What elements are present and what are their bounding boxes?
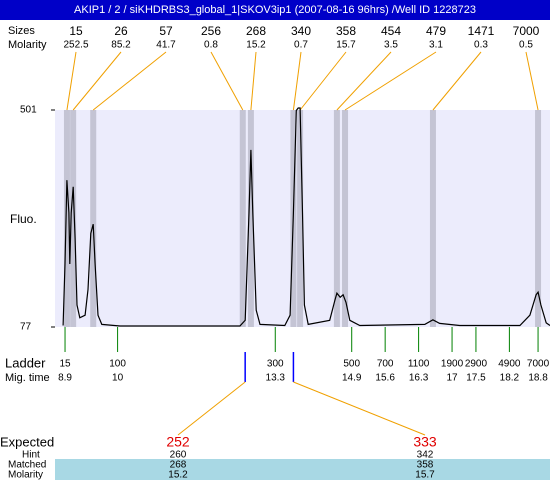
peak-leader	[299, 51, 347, 111]
peak-leader	[66, 51, 77, 111]
peak-leader	[292, 51, 302, 111]
peak-molarity: 3.5	[384, 40, 398, 51]
ladder-time: 18.2	[500, 373, 520, 384]
peak-size: 57	[159, 24, 173, 38]
molarity-row	[55, 470, 550, 480]
molarity-value: 15.7	[415, 470, 435, 480]
trace-line	[62, 107, 550, 327]
peak-leader	[210, 51, 244, 111]
mig-time-label: Mig. time	[5, 372, 50, 384]
peak-band	[342, 110, 349, 327]
hint-value: 260	[170, 450, 187, 461]
peak-size: 268	[246, 24, 266, 38]
ladder-label: Ladder	[5, 355, 46, 370]
peak-leader	[336, 51, 392, 111]
peak-molarity: 41.7	[156, 40, 176, 51]
ladder-time: 15.6	[375, 373, 395, 384]
hint-label: Hint	[22, 450, 40, 461]
peak-size: 454	[381, 24, 401, 38]
expected-leader	[177, 381, 246, 436]
ladder-time: 17	[446, 373, 458, 384]
hint-value: 342	[417, 450, 434, 461]
ladder-time: 13.3	[266, 373, 286, 384]
peak-band	[429, 110, 436, 327]
ladder-time: 18.8	[528, 373, 548, 384]
peak-molarity: 252.5	[63, 40, 88, 51]
peak-molarity: 15.2	[246, 40, 266, 51]
y-axis-label: Fluo.	[10, 212, 37, 226]
ladder-time: 14.9	[342, 373, 362, 384]
peak-size: 479	[426, 24, 446, 38]
ladder-size: 2900	[465, 359, 488, 370]
peak-molarity: 15.7	[336, 40, 356, 51]
peak-molarity: 0.3	[474, 40, 488, 51]
peak-size: 1471	[468, 24, 495, 38]
peak-band	[239, 110, 246, 327]
matched-label: Matched	[8, 460, 46, 471]
ladder-size: 500	[343, 359, 360, 370]
peak-band	[247, 110, 254, 327]
peak-leader	[525, 51, 539, 111]
peak-leader	[72, 51, 122, 111]
molarity-value: 15.2	[168, 470, 188, 480]
ladder-time: 16.3	[409, 373, 429, 384]
peak-band	[90, 110, 97, 327]
matched-value: 358	[417, 460, 434, 471]
peak-size: 340	[291, 24, 311, 38]
ladder-size: 15	[59, 359, 71, 370]
expected-leader	[293, 381, 426, 436]
peak-molarity: 85.2	[111, 40, 131, 51]
y-tick-label: 77	[20, 322, 32, 333]
peak-size: 26	[114, 24, 128, 38]
expected-label: Expected	[0, 434, 54, 449]
expected-value: 333	[413, 434, 437, 450]
ladder-size: 4900	[498, 359, 521, 370]
title-bar	[0, 0, 550, 20]
peak-molarity: 3.1	[429, 40, 443, 51]
row-label: Molarity	[8, 39, 47, 51]
ladder-size: 300	[267, 359, 284, 370]
title: AKIP1 / 2 / siKHDRBS3_global_1|SKOV3ip1 …	[74, 4, 476, 16]
peak-band	[297, 110, 304, 327]
peak-leader	[344, 51, 437, 111]
peak-band	[535, 110, 542, 327]
expected-value: 252	[166, 434, 190, 450]
row-label: Sizes	[8, 25, 35, 37]
peak-size: 15	[69, 24, 83, 38]
peak-band	[333, 110, 340, 327]
peak-molarity: 0.8	[204, 40, 218, 51]
ladder-time: 8.9	[58, 373, 72, 384]
peak-molarity: 0.7	[294, 40, 308, 51]
ladder-time: 10	[112, 373, 124, 384]
peak-leader	[250, 51, 257, 111]
peak-leader	[432, 51, 482, 111]
peak-molarity: 0.5	[519, 40, 533, 51]
y-tick-label: 501	[20, 105, 37, 116]
matched-row	[55, 459, 550, 470]
peak-size: 7000	[513, 24, 540, 38]
peak-band	[70, 110, 77, 327]
ladder-size: 1100	[408, 359, 430, 370]
ladder-size: 700	[377, 359, 394, 370]
peak-leader	[92, 51, 167, 111]
ladder-time: 17.5	[466, 373, 486, 384]
ladder-size: 100	[109, 359, 126, 370]
peak-size: 358	[336, 24, 356, 38]
peak-size: 256	[201, 24, 221, 38]
molarity-label: Molarity	[8, 470, 43, 480]
matched-value: 268	[170, 460, 187, 471]
ladder-size: 7000	[527, 359, 550, 370]
peak-band	[63, 110, 70, 327]
ladder-size: 1900	[441, 359, 464, 370]
